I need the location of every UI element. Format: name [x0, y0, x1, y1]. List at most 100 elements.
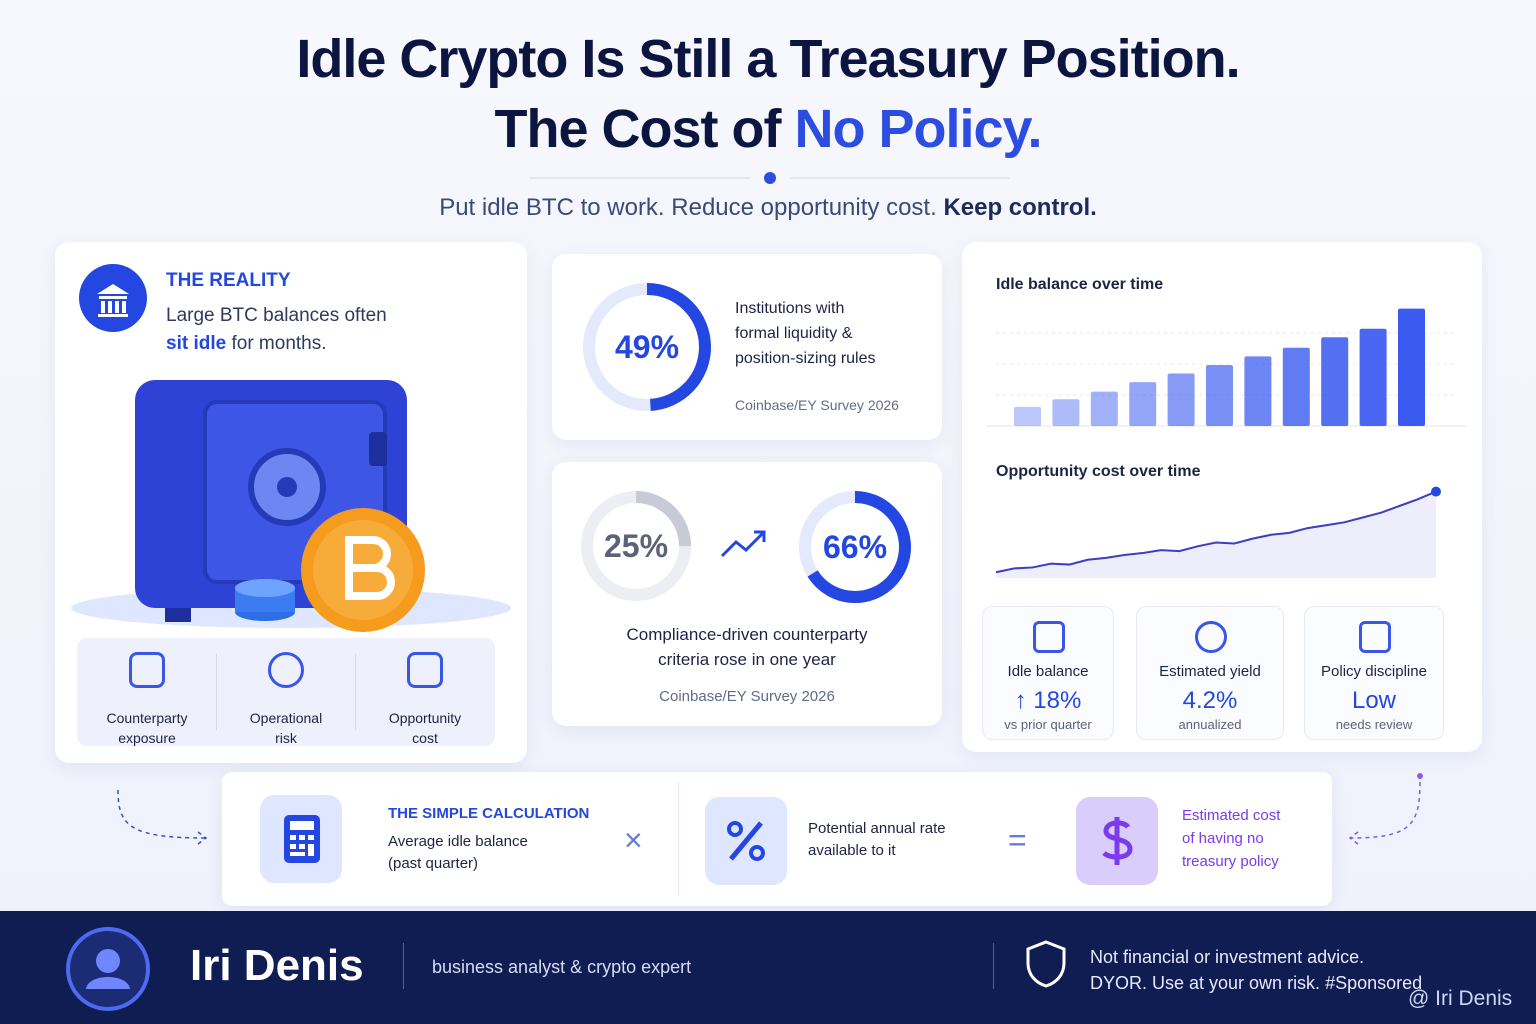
stat-line: Compliance-driven counterparty — [626, 625, 868, 644]
stat-card: 25% 66% Compliance-driven counterparty cr… — [552, 462, 942, 726]
stat-line: position-sizing rules — [735, 350, 876, 367]
stat-line: Institutions with — [735, 300, 845, 317]
reality-line: Large BTC balances often — [166, 305, 387, 326]
reality-text: Large BTC balances often sit idle for mo… — [166, 302, 387, 358]
bar — [1206, 364, 1233, 426]
title-highlight: No Policy. — [794, 99, 1042, 159]
title-part: The Cost of — [494, 99, 781, 159]
kpi-label: Estimated yield — [1159, 663, 1261, 680]
donut-arc — [581, 491, 691, 601]
stat-text: Institutions with formal liquidity & posit… — [735, 296, 876, 371]
bar — [1052, 399, 1080, 426]
calc-line: Estimated cost — [1182, 807, 1281, 824]
bar — [1282, 347, 1310, 426]
reality-emphasis: sit idle — [166, 333, 227, 354]
calc-line: (past quarter) — [388, 855, 479, 872]
risk-label: Opportunity — [388, 710, 462, 726]
stat-text: Compliance-driven counterparty criteria r… — [552, 622, 942, 672]
kpi-card: Policy discipline Low needs review — [1304, 606, 1444, 740]
chart-title: Idle balance over time — [996, 276, 1164, 293]
title-line-2: The Cost of No Policy. — [0, 98, 1536, 160]
bar — [1090, 391, 1118, 426]
calc-heading: THE SIMPLE CALCULATION — [388, 805, 590, 822]
calc-operator: × — [624, 822, 643, 858]
kpi-icon — [1195, 621, 1227, 653]
bar — [1321, 337, 1349, 426]
donut-label: 49% — [615, 329, 679, 365]
kpi-value: 4.2% — [1182, 687, 1238, 714]
separator — [403, 943, 404, 989]
donut: 49% — [583, 283, 711, 411]
risk-label: exposure — [118, 730, 176, 746]
donut-label: 25% — [604, 528, 668, 564]
reality-heading: THE REALITY — [166, 270, 291, 291]
divider-dot — [764, 172, 776, 184]
calculation-card: THE SIMPLE CALCULATION Average idle bala… — [222, 772, 1332, 906]
arrow-right — [1348, 773, 1423, 845]
disclaimer: Not financial or investment advice. — [1090, 947, 1365, 967]
stat-source: Coinbase/EY Survey 2026 — [735, 397, 899, 413]
calc-line: of having no — [1182, 830, 1264, 847]
arrow-left — [117, 789, 208, 845]
separator — [993, 943, 994, 989]
kpi-label: Idle balance — [1007, 663, 1089, 680]
stat-line: formal liquidity & — [735, 325, 853, 342]
risk-item: Counterparty exposure — [77, 708, 217, 748]
risk-label: risk — [275, 730, 297, 746]
separator — [216, 654, 217, 730]
dollar-icon — [1102, 817, 1133, 865]
stat-line: criteria rose in one year — [658, 650, 836, 669]
trend-icon — [720, 530, 766, 558]
kpi-value: ↑ 18% — [1014, 687, 1082, 714]
risk-icon — [129, 652, 165, 688]
risk-label: cost — [412, 730, 438, 746]
kpi-value: Low — [1351, 687, 1397, 714]
calc-term: Average idle balance (past quarter) — [388, 831, 528, 875]
calc-term: Potential annual rate available to it — [808, 818, 946, 862]
kpi-note: needs review — [1335, 717, 1413, 732]
bank-icon — [79, 264, 147, 332]
kpi-card: Idle balance ↑ 18% vs prior quarter — [982, 606, 1114, 740]
title-line-1: Idle Crypto Is Still a Treasury Position… — [296, 29, 1240, 89]
chart-title: Opportunity cost over time — [996, 463, 1201, 480]
bar — [1014, 406, 1041, 426]
bar — [1359, 328, 1387, 426]
donut-arc — [799, 491, 911, 603]
subtitle: Put idle BTC to work. Reduce opportunity… — [0, 194, 1536, 222]
reality-line: for months. — [231, 333, 327, 354]
calc-line: Potential annual rate — [808, 820, 946, 837]
author-name: Iri Denis — [190, 941, 364, 990]
bar — [1129, 382, 1157, 426]
kpi-label: Policy discipline — [1321, 663, 1427, 680]
calc-operator: = — [1008, 822, 1027, 858]
dollar-icon-box — [1076, 797, 1158, 885]
stat-source: Coinbase/EY Survey 2026 — [659, 688, 835, 705]
footer: Iri Denis business analyst & crypto expe… — [0, 911, 1536, 1024]
risk-label: Operational — [249, 710, 323, 726]
percent-icon — [727, 821, 765, 861]
author-role: business analyst & crypto expert — [432, 957, 692, 977]
risk-label: Counterparty — [106, 710, 188, 726]
donut-label: 66% — [823, 529, 887, 565]
bar — [1167, 373, 1195, 426]
donut-arc — [583, 283, 711, 411]
kpi-icon — [1359, 621, 1391, 653]
subtitle-emphasis: Keep control. — [943, 194, 1097, 221]
area — [996, 491, 1436, 578]
calc-line: available to it — [808, 842, 896, 859]
subtitle-part: Put idle BTC to work. Reduce opportunity… — [439, 194, 937, 221]
shield-icon — [1026, 940, 1066, 988]
donut: 66% — [799, 491, 911, 603]
separator — [678, 782, 679, 896]
kpi-icon — [1033, 621, 1065, 653]
calc-result: Estimated cost of having no treasury polic… — [1182, 804, 1280, 873]
trend-card: Idle balance over time Opportunity cost … — [962, 242, 1482, 752]
reality-card: THE REALITY Large BTC balances often sit… — [55, 242, 527, 763]
end-point — [1431, 486, 1441, 497]
calculator-icon-box — [260, 795, 342, 883]
divider — [530, 172, 1010, 184]
stat-card: 49% Institutions with formal liquidity & p… — [552, 254, 942, 440]
line-chart — [995, 486, 1441, 578]
calc-line: Average idle balance — [388, 833, 528, 850]
separator — [355, 654, 356, 730]
